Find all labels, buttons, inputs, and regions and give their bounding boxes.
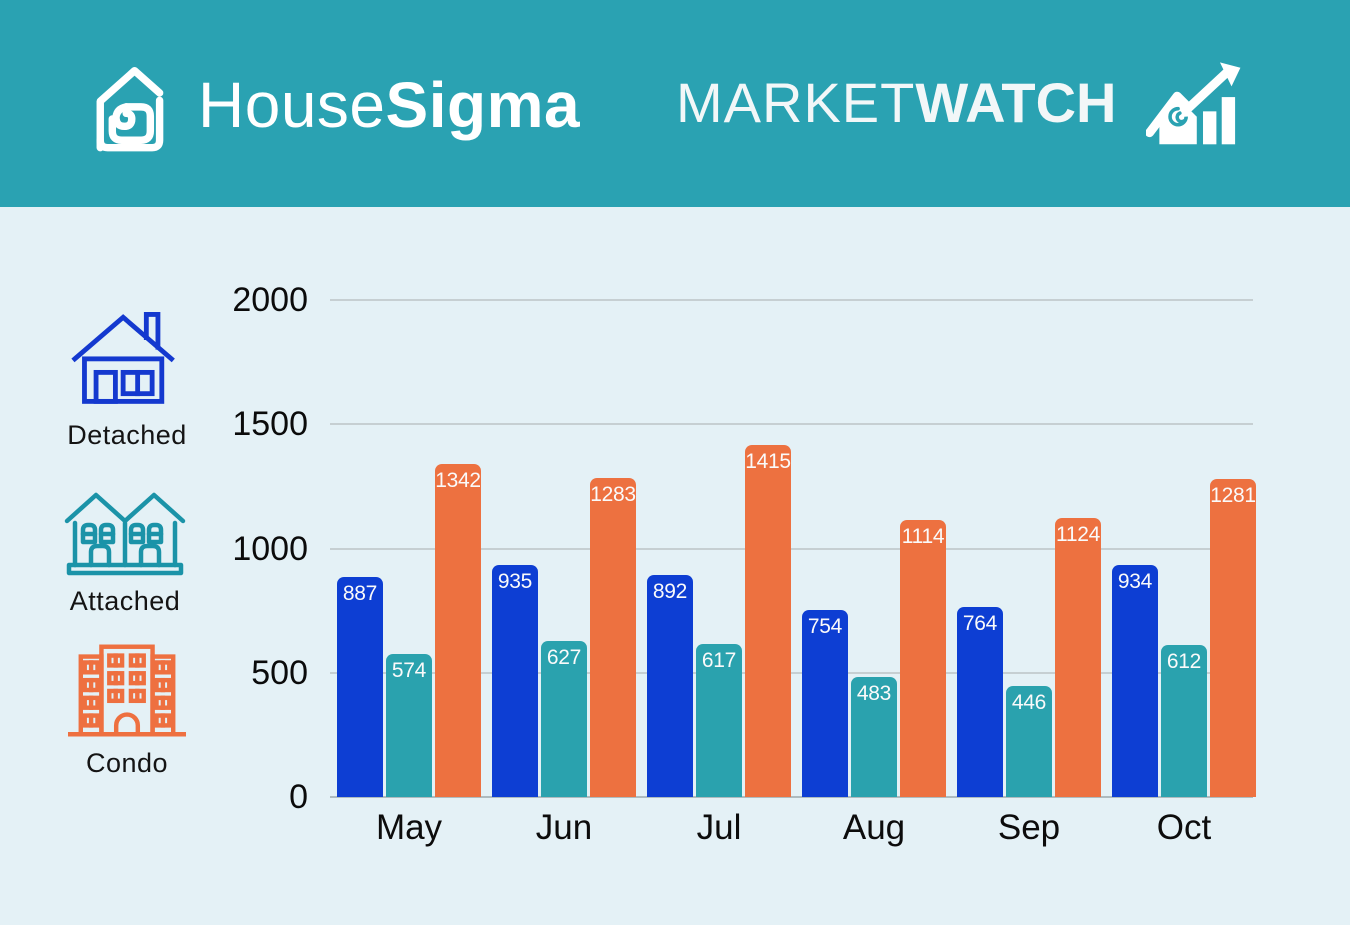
x-tick-label-jul: Jul [696,808,742,847]
bar-value-detached-sep: 764 [962,612,998,636]
legend-label-attached: Attached [69,586,181,616]
x-tick-label-aug: Aug [842,808,906,847]
bar-condo-may: 1342 [435,463,481,797]
brand: HouseSigma [78,50,580,160]
bar-value-condo-aug: 1114 [901,525,945,549]
bar-value-condo-oct: 1281 [1210,483,1256,507]
bar-value-detached-aug: 754 [807,614,843,638]
detached-house-icon [71,311,175,404]
y-tick-label-1000: 1000 [232,529,308,568]
bar-value-attached-aug: 483 [856,681,892,705]
y-tick-label-500: 500 [251,653,308,692]
legend-item-detached: Detached [42,297,212,451]
bar-value-condo-jul: 1415 [745,450,791,474]
grid-line-1000 [330,547,1253,550]
bar-value-attached-may: 574 [391,659,427,683]
bar-value-condo-jun: 1283 [590,483,636,507]
bar-detached-may: 887 [337,576,383,797]
legend-label-detached: Detached [67,420,187,450]
bar-value-attached-jul: 617 [701,648,737,672]
housesigma-logo-icon [96,66,164,152]
grid-line-2000 [330,299,1253,301]
x-tick-label-jun: Jun [535,808,593,847]
bar-attached-jun: 627 [541,641,587,797]
legend-label-condo: Condo [85,748,169,778]
bar-detached-jul: 892 [647,575,693,797]
x-tick-label-oct: Oct [1156,808,1212,847]
bar-attached-aug: 483 [851,676,897,797]
bar-condo-sep: 1124 [1055,517,1101,797]
legend-item-condo: Condo [42,639,212,779]
bar-attached-oct: 612 [1161,644,1207,797]
brand-name-bold: Sigma [385,69,581,141]
bar-detached-jun: 935 [492,564,538,797]
product-title-regular: MARKET [676,71,916,134]
legend-item-attached: Attached [40,479,210,617]
bar-attached-sep: 446 [1006,686,1052,797]
product-title: MARKETWATCH [676,75,1117,131]
x-tick-label-may: May [375,808,443,847]
market-growth-icon [1146,62,1241,145]
bar-value-attached-oct: 612 [1166,649,1202,673]
grid-line-500 [330,671,1253,674]
x-tick-label-sep: Sep [997,808,1061,847]
grid-line-1500 [330,423,1253,426]
y-tick-label-1500: 1500 [232,405,308,444]
y-tick-label-0: 0 [289,778,308,816]
brand-name: HouseSigma [198,73,580,137]
header: HouseSigma MARKETWATCH [0,0,1350,207]
bar-detached-aug: 754 [802,609,848,797]
bar-detached-oct: 934 [1112,564,1158,797]
bar-value-detached-oct: 934 [1117,569,1153,593]
bar-condo-oct: 1281 [1210,478,1256,797]
bar-condo-jun: 1283 [590,478,636,797]
product-title-bold: WATCH [915,71,1117,134]
attached-house-icon [64,492,186,576]
bar-attached-jul: 617 [696,643,742,797]
grid-line-0 [330,796,1253,798]
bar-detached-sep: 764 [957,607,1003,797]
bar-value-condo-sep: 1124 [1056,522,1100,546]
bar-value-detached-jun: 935 [497,569,533,593]
y-tick-label-2000: 2000 [232,281,308,319]
bar-value-condo-may: 1342 [435,468,481,492]
bar-value-attached-jun: 627 [546,646,582,670]
bar-value-detached-jul: 892 [652,580,688,604]
condo-building-icon [68,644,186,737]
brand-name-regular: House [198,69,386,141]
bar-condo-aug: 1114 [900,520,946,797]
bar-value-detached-may: 887 [342,581,378,605]
bar-condo-jul: 1415 [745,445,791,797]
bar-value-attached-sep: 446 [1011,691,1047,715]
bar-attached-may: 574 [386,654,432,797]
